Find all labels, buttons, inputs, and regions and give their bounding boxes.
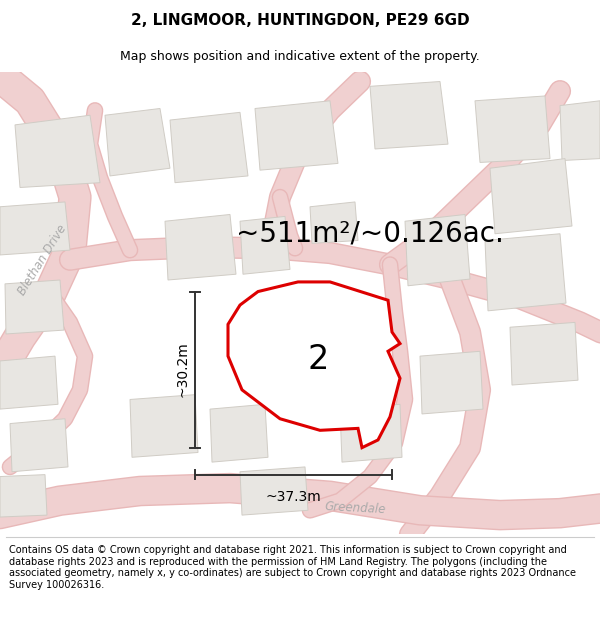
Polygon shape [510, 322, 578, 385]
Polygon shape [0, 202, 70, 255]
Polygon shape [165, 214, 236, 280]
Text: ~511m²/~0.126ac.: ~511m²/~0.126ac. [236, 220, 504, 248]
Polygon shape [228, 282, 400, 448]
Polygon shape [10, 419, 68, 472]
Polygon shape [475, 96, 550, 162]
Polygon shape [485, 234, 566, 311]
Polygon shape [105, 109, 170, 176]
Polygon shape [240, 467, 308, 515]
Text: Greendale: Greendale [324, 500, 386, 516]
Polygon shape [0, 356, 58, 409]
Polygon shape [405, 214, 470, 286]
Polygon shape [240, 216, 290, 274]
Polygon shape [560, 101, 600, 161]
Polygon shape [5, 280, 64, 334]
Text: Blethan Drive: Blethan Drive [15, 222, 69, 298]
Polygon shape [255, 101, 338, 170]
Text: ~30.2m: ~30.2m [175, 342, 189, 398]
Text: 2, LINGMOOR, HUNTINGDON, PE29 6GD: 2, LINGMOOR, HUNTINGDON, PE29 6GD [131, 12, 469, 28]
Polygon shape [310, 202, 358, 243]
Polygon shape [170, 112, 248, 182]
Text: ~37.3m: ~37.3m [266, 490, 322, 504]
Polygon shape [340, 404, 402, 462]
Text: Contains OS data © Crown copyright and database right 2021. This information is : Contains OS data © Crown copyright and d… [9, 545, 576, 590]
Text: 2: 2 [307, 342, 329, 376]
Polygon shape [420, 351, 483, 414]
Polygon shape [210, 404, 268, 462]
Polygon shape [0, 474, 47, 517]
Polygon shape [370, 81, 448, 149]
Polygon shape [490, 159, 572, 234]
Polygon shape [130, 394, 198, 458]
Text: Map shows position and indicative extent of the property.: Map shows position and indicative extent… [120, 49, 480, 62]
Polygon shape [15, 115, 100, 188]
